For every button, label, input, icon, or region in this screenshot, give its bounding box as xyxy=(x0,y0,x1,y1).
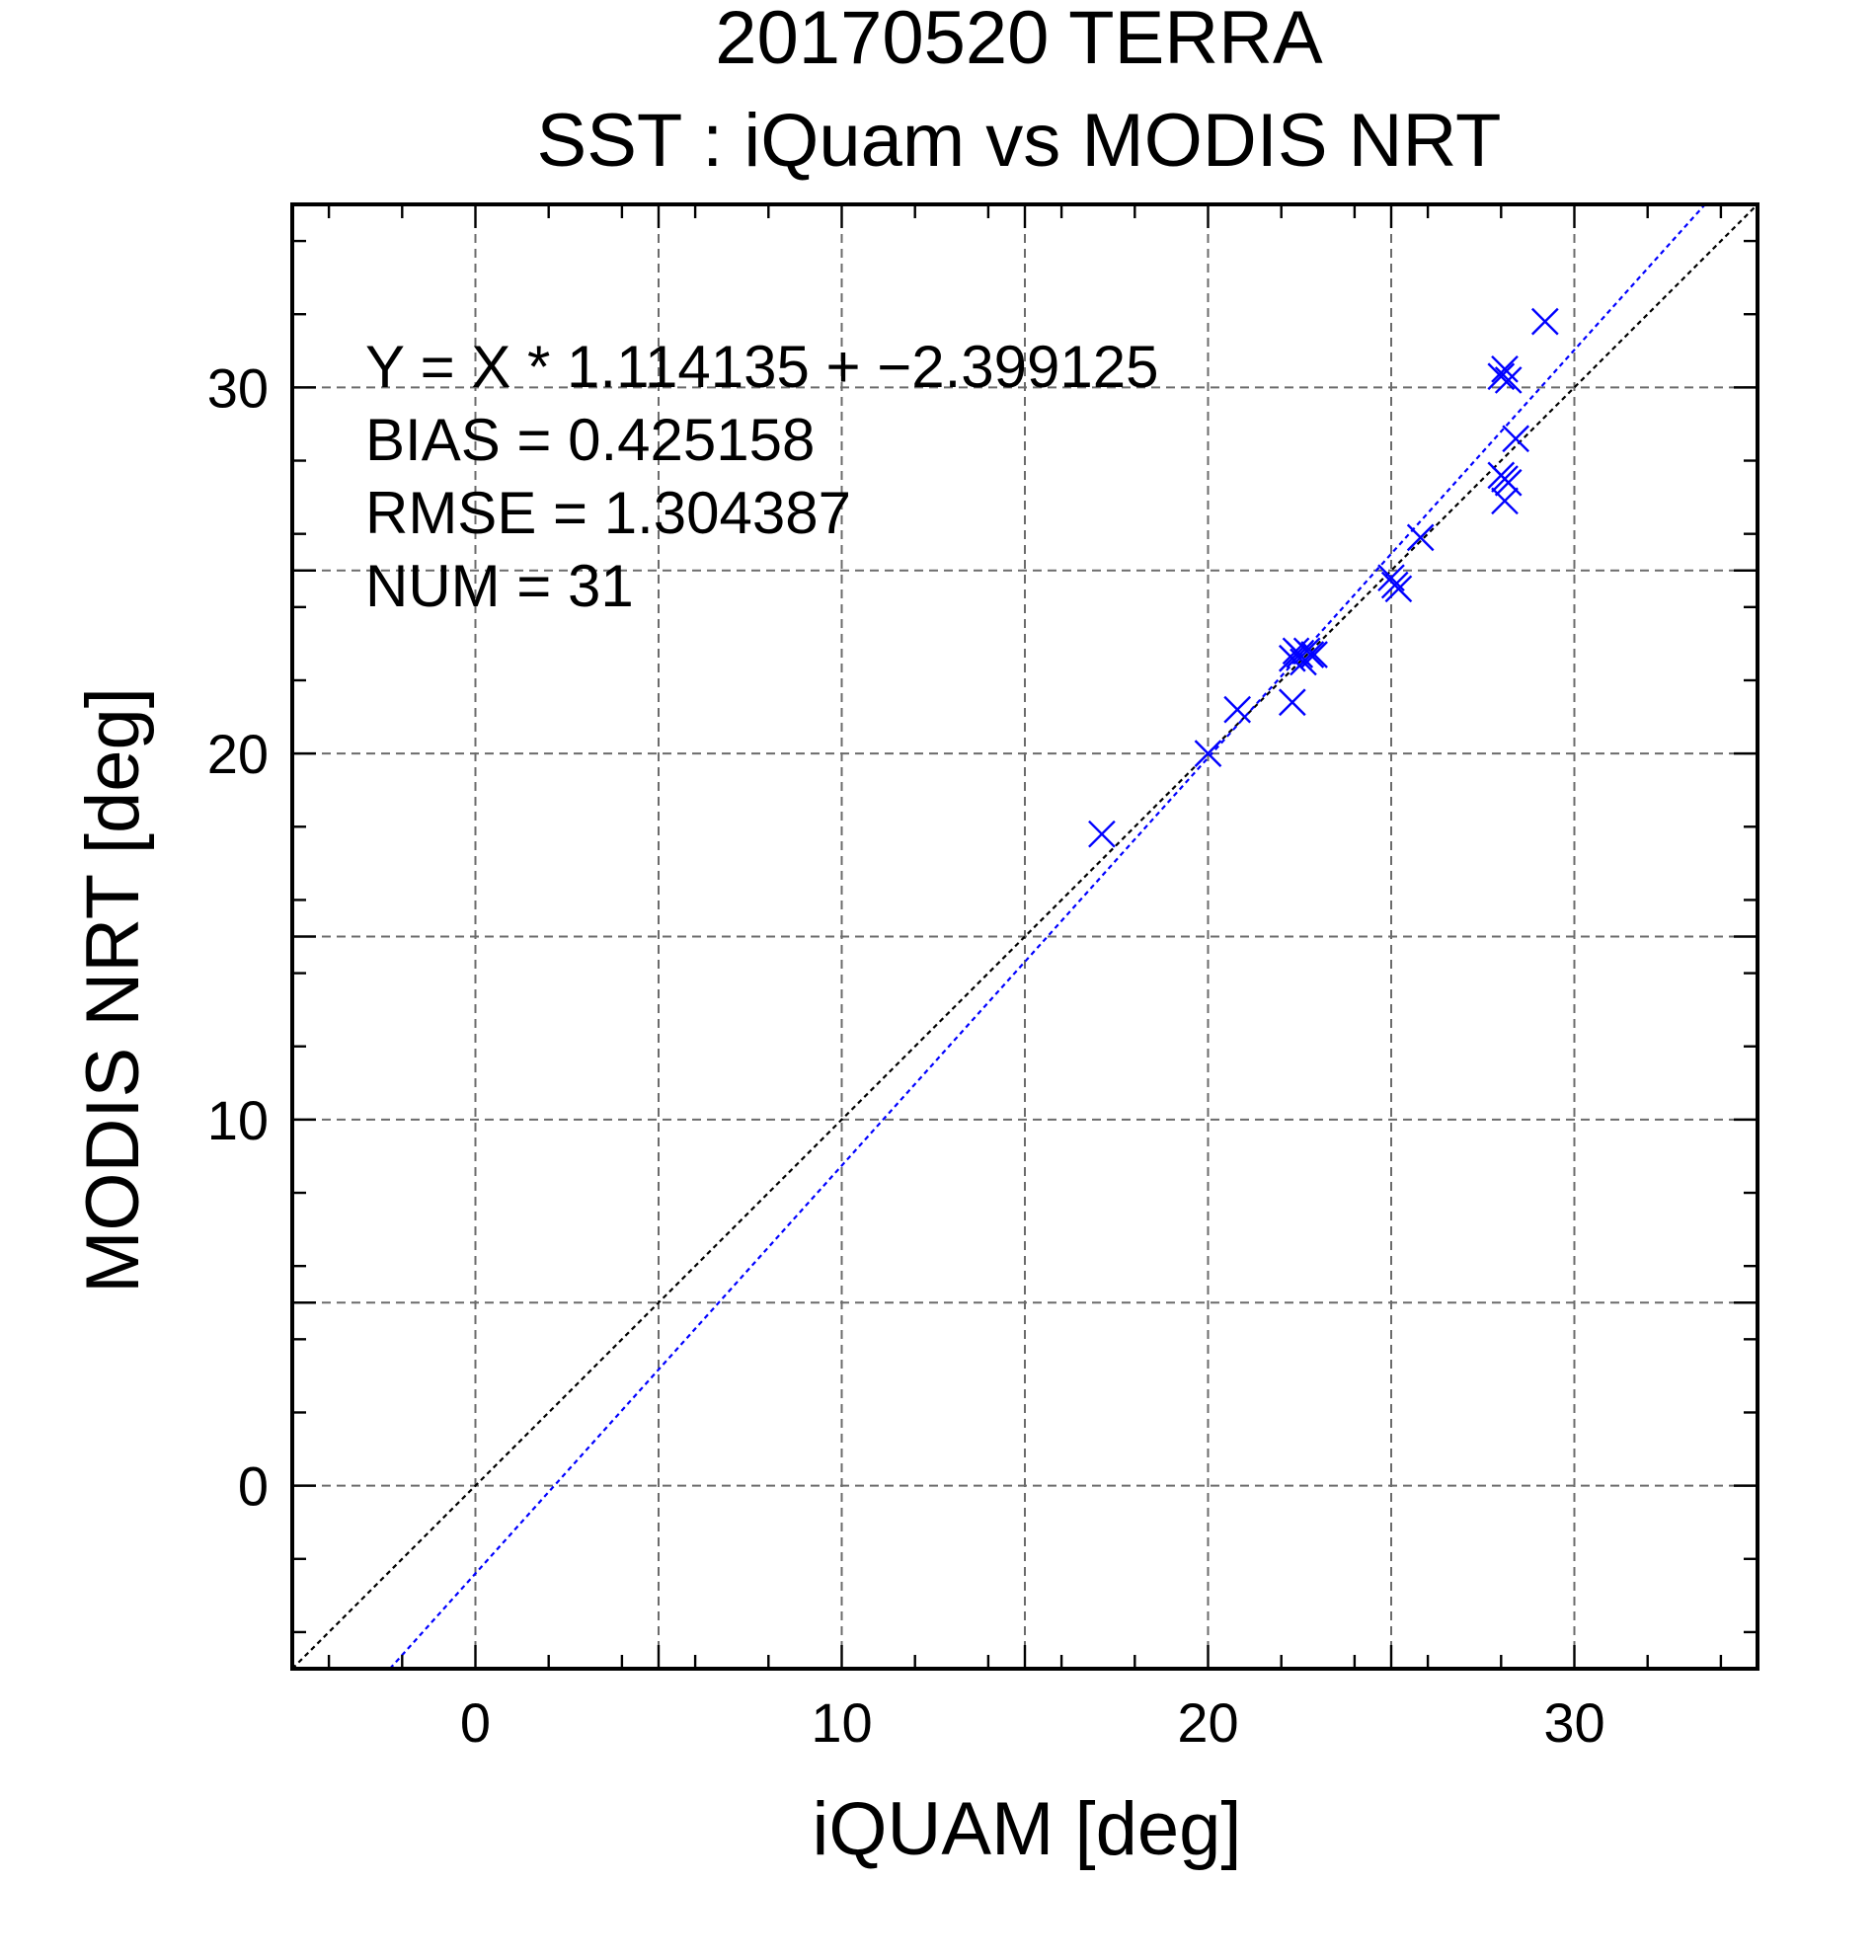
stats-bias: BIAS = 0.425158 xyxy=(365,407,815,473)
data-point-stroke xyxy=(1194,740,1222,767)
y-tick-label: 20 xyxy=(207,723,269,785)
data-point-stroke xyxy=(1530,307,1559,336)
data-point-stroke xyxy=(1502,425,1529,453)
reference-lines xyxy=(291,203,1759,1670)
data-point-stroke xyxy=(1300,641,1328,668)
data-point xyxy=(1491,487,1519,515)
data-point-stroke xyxy=(1494,366,1523,394)
data-point xyxy=(1088,820,1116,848)
data-point xyxy=(1494,366,1523,394)
chart-title: 20170520 TERRA xyxy=(715,0,1323,80)
stats-regression: Y = X * 1.114135 + −2.399125 xyxy=(365,334,1159,400)
data-point xyxy=(1491,354,1519,383)
data-points xyxy=(1088,307,1559,848)
y-tick-label: 30 xyxy=(207,356,269,419)
data-point-stroke xyxy=(1491,487,1519,515)
data-point xyxy=(1286,641,1314,668)
data-point xyxy=(1406,523,1435,552)
stats-rmse: RMSE = 1.304387 xyxy=(365,480,851,546)
x-tick-label: 30 xyxy=(1543,1691,1604,1754)
one-to-one-line xyxy=(291,203,1759,1670)
data-point-stroke xyxy=(1278,688,1306,717)
y-axis-label: MODIS NRT [deg] xyxy=(71,687,155,1294)
data-point xyxy=(1530,307,1559,336)
axes-frame xyxy=(290,202,1759,1671)
data-point-stroke xyxy=(1377,564,1405,592)
y-tick-label: 10 xyxy=(207,1089,269,1151)
x-tick-label: 20 xyxy=(1177,1691,1238,1754)
data-point-stroke xyxy=(1088,820,1116,848)
data-point xyxy=(1194,740,1222,767)
data-point xyxy=(1223,695,1252,724)
chart-subtitle: SST : iQuam vs MODIS NRT xyxy=(537,99,1502,183)
data-point-stroke xyxy=(1384,575,1413,603)
data-point xyxy=(1502,425,1529,453)
data-point xyxy=(1384,575,1413,603)
data-point-stroke xyxy=(1494,468,1523,497)
data-point-stroke xyxy=(1278,644,1306,672)
data-point xyxy=(1487,362,1516,391)
data-point xyxy=(1300,641,1328,668)
data-point-stroke xyxy=(1296,641,1325,668)
x-tick-label: 10 xyxy=(811,1691,872,1754)
data-point-stroke xyxy=(1286,641,1314,668)
data-point-stroke xyxy=(1487,362,1516,391)
data-point-stroke xyxy=(1406,523,1435,552)
stats-num: NUM = 31 xyxy=(365,553,634,619)
data-point xyxy=(1296,641,1325,668)
data-point-stroke xyxy=(1491,354,1519,383)
statistics-annotation: Y = X * 1.114135 + −2.399125 BIAS = 0.42… xyxy=(365,334,1159,619)
x-axis-label: iQUAM [deg] xyxy=(812,1787,1241,1871)
y-tick-label: 0 xyxy=(238,1455,269,1518)
data-point xyxy=(1494,468,1523,497)
tick-labels: 0 10 20 30 0 10 20 30 xyxy=(207,356,1605,1754)
x-tick-label: 0 xyxy=(460,1691,491,1754)
data-point-stroke xyxy=(1223,695,1252,724)
data-point xyxy=(1278,688,1306,717)
